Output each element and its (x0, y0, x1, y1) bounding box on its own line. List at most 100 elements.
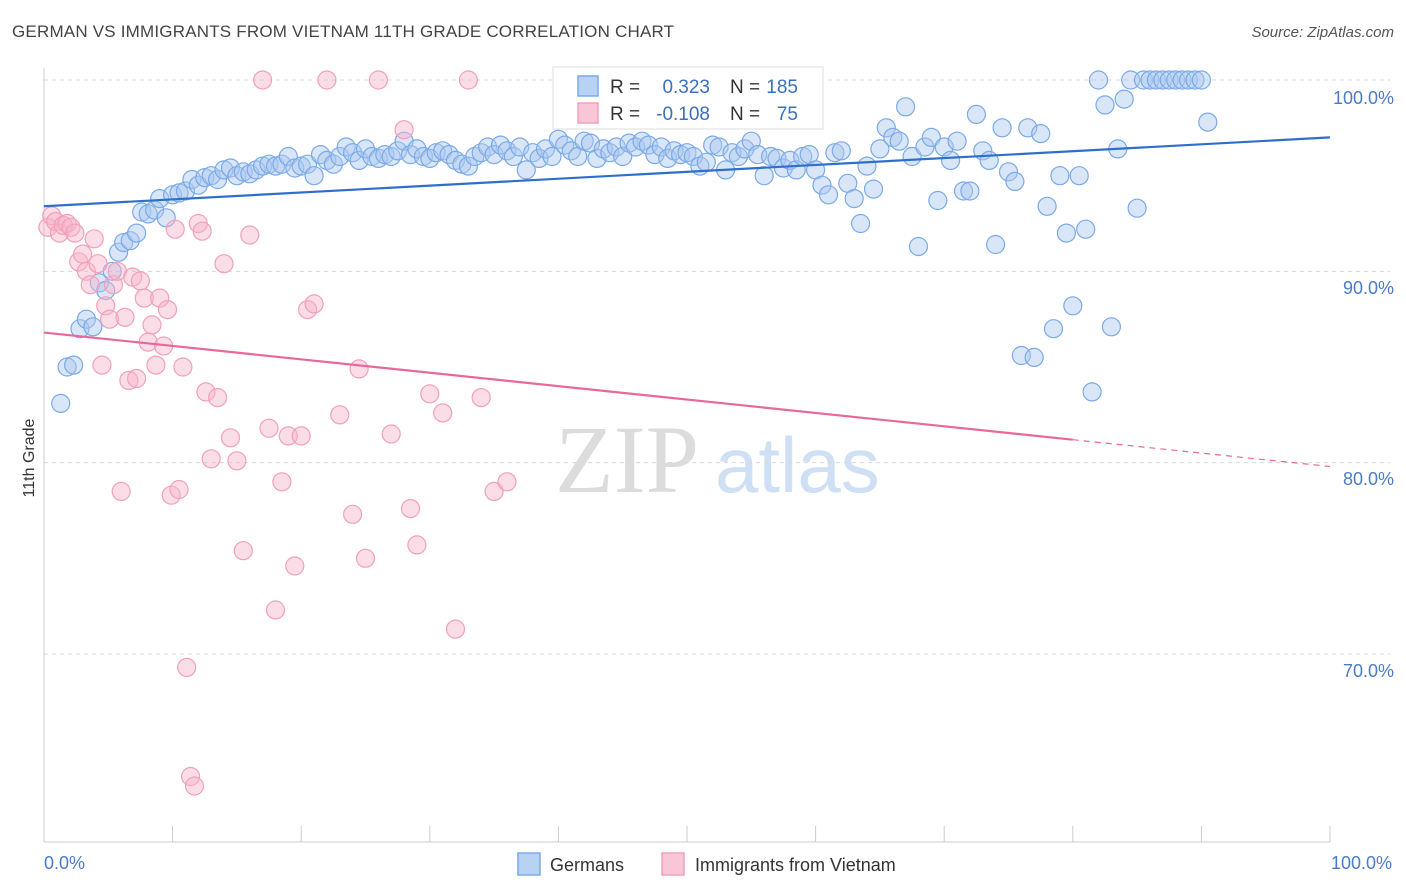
vietnam-point (115, 307, 135, 327)
chart-title: GERMAN VS IMMIGRANTS FROM VIETNAM 11TH G… (12, 22, 675, 41)
germans-point (889, 131, 909, 151)
legend-swatch-vietnam (577, 102, 599, 124)
vietnam-point (184, 776, 205, 796)
germans-point (323, 154, 343, 174)
r-value-germans: 0.323 (662, 77, 710, 98)
germans-point (278, 146, 298, 167)
germans-point (175, 181, 196, 201)
germans-point (696, 152, 716, 172)
germans-point (1101, 317, 1122, 337)
germans-point (645, 145, 665, 165)
vietnam-point (80, 275, 100, 295)
vietnam-point (317, 70, 337, 90)
axes (43, 68, 1331, 843)
germans-point (812, 175, 832, 195)
germans-point (330, 146, 350, 167)
vietnam-point (119, 370, 139, 390)
germans-point (169, 183, 189, 203)
germans-point (1191, 70, 1212, 90)
vietnam-point (88, 254, 108, 274)
vietnam-point (84, 229, 104, 249)
germans-point (1037, 196, 1057, 216)
germans-point (114, 233, 134, 253)
legend-swatch-germans (577, 75, 599, 97)
germans-point (1050, 166, 1070, 186)
germans-point (1076, 219, 1096, 239)
r-value-vietnam: -0.108 (656, 104, 710, 125)
germans-point (503, 146, 524, 167)
germans-points (51, 70, 1218, 413)
germans-point (895, 97, 916, 117)
germans-point (1043, 319, 1064, 339)
germans-point (458, 156, 478, 176)
watermark-zip: ZIP (555, 406, 699, 513)
vietnam-point (214, 254, 234, 274)
vietnam-point (355, 548, 376, 568)
germans-point (908, 236, 929, 257)
vietnam-point (220, 428, 241, 448)
vietnam-point (304, 294, 324, 314)
n-value-vietnam: 75 (777, 104, 798, 125)
germans-point (870, 139, 890, 159)
vietnam-point (349, 359, 369, 379)
vietnam-point (192, 221, 212, 241)
germans-point (844, 189, 864, 209)
germans-point (1114, 89, 1134, 109)
vietnam-point (92, 355, 112, 375)
germans-point (1198, 112, 1218, 132)
germans-point (921, 127, 941, 147)
y-tick-label: 90.0% (1343, 278, 1394, 298)
vietnam-point (165, 219, 185, 239)
vietnam-point (208, 388, 228, 408)
germans-point (735, 139, 755, 159)
trend-lines (43, 136, 1331, 468)
germans-point (947, 131, 967, 151)
watermark-atlas: atlas (715, 421, 880, 509)
n-label: N = (730, 104, 760, 125)
vietnam-point (285, 556, 305, 576)
vietnam-point (72, 244, 93, 264)
vietnam-point (368, 70, 388, 90)
germans-point (857, 156, 877, 176)
vietnam-point (227, 451, 247, 471)
n-value-germans: 185 (766, 77, 798, 98)
germans-point (979, 150, 999, 170)
germans-point (940, 150, 961, 170)
n-label: N = (730, 77, 760, 98)
germans-point (1088, 70, 1109, 90)
germans-point (754, 166, 774, 186)
vietnam-point (240, 225, 260, 245)
vietnam-point (173, 357, 193, 377)
germans-point (966, 104, 987, 125)
grid-lines (44, 79, 1390, 655)
germans-point (388, 141, 408, 161)
vietnam-point (433, 403, 453, 423)
germans-point (992, 118, 1012, 138)
vietnam-point (201, 449, 221, 469)
germans-point (355, 139, 376, 159)
vietnam-point (130, 271, 150, 291)
vietnam-point (146, 355, 166, 375)
germans-point (1127, 198, 1147, 218)
germans-point (516, 160, 536, 180)
germans-point (985, 234, 1006, 255)
legend-label-germans: Germans (550, 855, 624, 875)
vietnam-points (38, 70, 517, 796)
trend-line-germans (43, 136, 1331, 208)
germans-point (728, 146, 749, 167)
vietnam-point (400, 499, 421, 519)
germans-point (407, 139, 427, 159)
germans-point (651, 137, 671, 157)
vietnam-point (445, 619, 466, 639)
germans-point (876, 118, 896, 138)
germans-point (1082, 382, 1102, 402)
germans-point (1069, 166, 1089, 186)
y-axis-label: 11th Grade (21, 418, 38, 497)
vietnam-point (484, 481, 504, 501)
germans-point (960, 181, 980, 201)
vietnam-point (177, 657, 197, 678)
vietnam-point (253, 70, 273, 90)
vietnam-point (99, 309, 120, 329)
germans-point (1031, 124, 1051, 144)
